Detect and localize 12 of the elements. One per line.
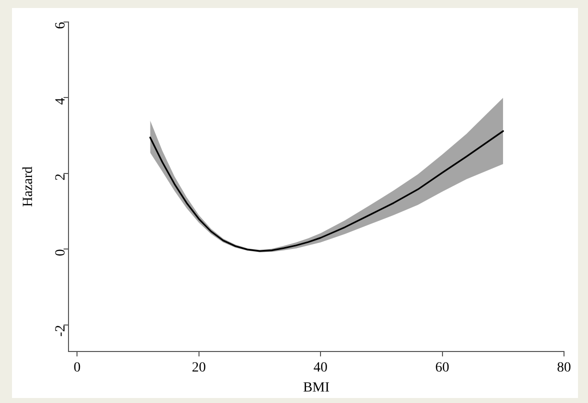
x-tick-label: 0 (74, 360, 81, 376)
y-tick-label: 2 (53, 173, 68, 180)
y-axis-title: Hazard (21, 166, 36, 207)
y-tick-label: 6 (53, 22, 68, 29)
y-tick-label: 4 (53, 98, 68, 105)
y-tick-label: -2 (53, 324, 68, 337)
x-tick-label: 80 (557, 360, 571, 376)
x-tick-label: 60 (435, 360, 450, 376)
x-tick-label: 40 (314, 360, 328, 376)
x-tick-label: 20 (192, 360, 206, 376)
y-tick-label: 0 (53, 249, 68, 256)
x-axis-title: BMI (303, 380, 330, 396)
